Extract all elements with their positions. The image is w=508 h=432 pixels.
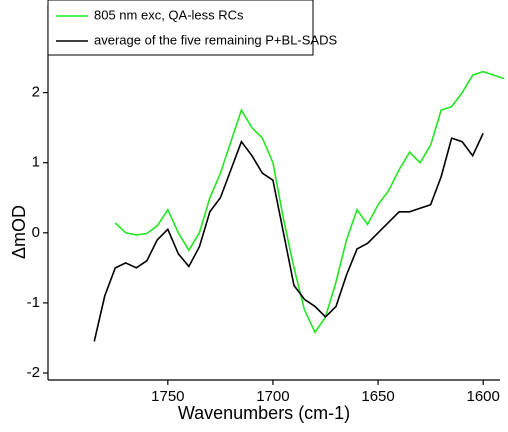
x-axis-label: Wavenumbers (cm-1) <box>178 403 350 423</box>
y-tick-label: -2 <box>27 364 40 381</box>
x-tick-label: 1700 <box>256 388 289 405</box>
x-tick-label: 1600 <box>466 388 499 405</box>
data-line <box>93 132 484 342</box>
data-line <box>114 70 505 334</box>
x-tick-label: 1750 <box>151 388 184 405</box>
y-tick-label: 2 <box>32 84 40 101</box>
legend-label: 805 nm exc, QA-less RCs <box>94 7 244 22</box>
legend-box <box>47 0 314 56</box>
y-tick-label: 0 <box>32 224 40 241</box>
y-tick-label: 1 <box>32 154 40 171</box>
x-tick-label: 1650 <box>361 388 394 405</box>
y-axis-label: ΔmOD <box>9 205 29 259</box>
y-tick-label: -1 <box>27 294 40 311</box>
legend-label: average of the five remaining P+BL-SADS <box>94 32 337 47</box>
